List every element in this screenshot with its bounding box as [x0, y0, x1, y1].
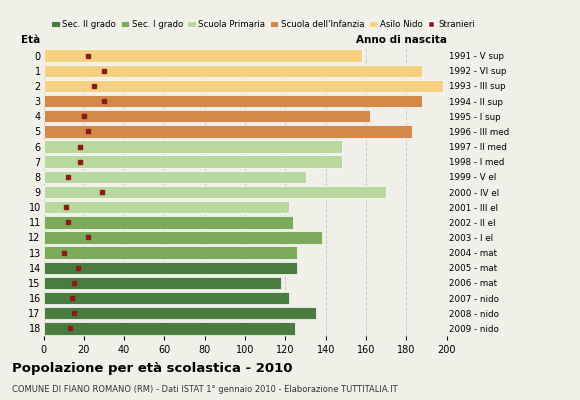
Bar	[44, 140, 342, 153]
Bar	[44, 95, 422, 107]
Bar	[44, 64, 422, 77]
Bar	[44, 125, 412, 138]
Text: Anno di nascita: Anno di nascita	[356, 35, 447, 45]
Text: Età: Età	[21, 35, 41, 45]
Text: COMUNE DI FIANO ROMANO (RM) - Dati ISTAT 1° gennaio 2010 - Elaborazione TUTTITAL: COMUNE DI FIANO ROMANO (RM) - Dati ISTAT…	[12, 385, 397, 394]
Bar	[44, 171, 306, 183]
Bar	[44, 292, 289, 304]
Bar	[44, 216, 293, 228]
Bar	[44, 156, 342, 168]
Bar	[44, 186, 386, 198]
Bar	[44, 322, 295, 335]
Bar	[44, 231, 322, 244]
Bar	[44, 262, 298, 274]
Bar	[44, 80, 443, 92]
Bar	[44, 246, 298, 259]
Bar	[44, 110, 370, 122]
Bar	[44, 277, 281, 289]
Legend: Sec. II grado, Sec. I grado, Scuola Primaria, Scuola dell'Infanzia, Asilo Nido, : Sec. II grado, Sec. I grado, Scuola Prim…	[48, 16, 478, 32]
Bar	[44, 49, 362, 62]
Bar	[44, 201, 289, 213]
Text: Popolazione per età scolastica - 2010: Popolazione per età scolastica - 2010	[12, 362, 292, 375]
Bar	[44, 307, 316, 320]
